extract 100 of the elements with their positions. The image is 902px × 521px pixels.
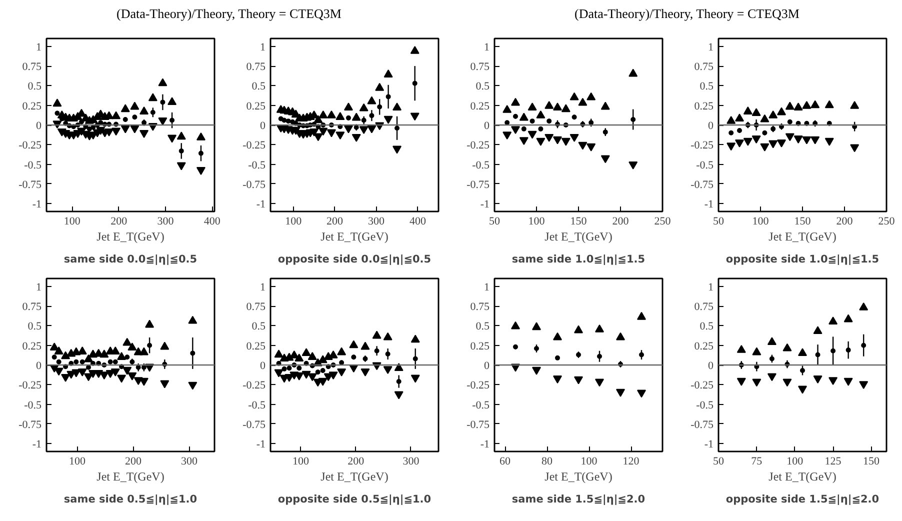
y-tick-label: 0.25 [246,100,266,112]
text: same side 1.5≦|η|≦2.0 [512,494,646,506]
y-tick-label: 0 [708,360,714,372]
text: opposite side 1.5≦|η|≦2.0 [726,494,880,506]
y-tick-label: 0 [260,360,266,372]
x-tick-label: 75 [751,456,763,468]
y-tick-label: 1 [260,41,266,54]
y-tick-label: -0.5 [248,159,266,172]
y-tick-label: -0.75 [242,178,266,191]
x-tick-label: 250 [878,216,896,228]
x-tick-label: 100 [752,216,770,228]
y-tick-label: 0.75 [470,301,490,314]
x-tick-label: 200 [125,456,142,468]
point [553,376,562,384]
x-tick-label: 300 [368,216,386,228]
y-tick-label: 1 [708,281,714,294]
x-tick-label: 80 [542,456,553,468]
y-tick-label: -0.75 [690,418,714,431]
point [859,381,868,389]
y-tick-label: -1 [704,438,714,451]
y-tick-label: 0.75 [246,61,266,74]
y-tick-label: -0.5 [24,159,42,172]
x-axis-title: Jet E_T(GeV) [544,470,612,484]
text: same side 0.0≦|η|≦0.5 [64,254,198,266]
x-tick-label: 250 [654,216,672,228]
x-tick-label: 200 [326,216,344,228]
y-tick-label: -0.25 [18,140,42,152]
point [752,378,762,387]
y-tick-label: -0.25 [242,140,266,152]
x-tick-label: 300 [157,216,174,228]
y-tick-label: 0.75 [470,61,490,74]
y-tick-label: 1 [36,281,42,294]
y-tick-label: 0 [260,120,266,132]
x-axis-title: Jet E_T(GeV) [96,230,164,244]
y-tick-label: 0.75 [22,301,42,314]
x-tick-label: 200 [348,456,365,468]
y-tick-label: -0.5 [24,399,42,412]
x-tick-label: 300 [402,456,420,468]
point [844,314,853,322]
y-tick-label: -0.25 [466,380,490,392]
point [798,386,807,394]
y-tick-label: 0.5 [28,320,42,333]
y-tick-label: -0.75 [18,178,42,191]
point [736,378,746,386]
y-tick-label: 0.5 [476,320,490,333]
y-tick-label: -1 [32,198,42,211]
x-tick-label: 60 [500,456,511,468]
point [637,390,646,398]
text: opposite side 0.5≦|η|≦1.0 [278,494,432,506]
x-axis-title: Jet E_T(GeV) [544,230,612,244]
point [574,376,583,384]
y-tick-label: 0 [484,120,490,132]
x-axis-title: Jet E_T(GeV) [768,470,836,484]
point [813,326,822,334]
point [736,344,746,353]
y-tick-label: -1 [32,438,42,451]
x-tick-label: 100 [285,216,302,228]
x-tick-label: 50 [713,456,724,468]
y-tick-label: 0.5 [252,320,266,333]
y-tick-label: -0.5 [472,399,490,412]
y-tick-label: -0.5 [472,159,490,172]
x-tick-label: 120 [622,456,640,468]
x-tick-label: 200 [612,216,630,228]
text: same side 0.5≦|η|≦1.0 [64,494,198,506]
x-tick-label: 400 [204,216,221,228]
chart-title: (Data-Theory)/Theory, Theory = CTEQ3M [574,5,800,23]
y-tick-label: 0.75 [246,301,266,314]
y-tick-label: -0.5 [696,399,714,412]
point [844,378,853,386]
point [616,332,625,340]
x-tick-label: 100 [292,456,310,468]
y-tick-label: -0.75 [242,418,266,431]
y-tick-label: -0.75 [690,178,714,191]
x-tick-label: 125 [824,456,842,468]
y-tick-label: 1 [484,41,490,54]
y-tick-label: -1 [704,198,714,211]
y-tick-label: 1 [708,41,714,54]
x-tick-label: 100 [786,456,804,468]
x-tick-label: 150 [570,216,588,228]
y-tick-label: -0.25 [690,380,714,392]
x-tick-label: 150 [862,456,880,468]
x-tick-label: 100 [64,216,81,228]
point [767,373,776,382]
point [511,321,520,330]
x-tick-label: 100 [580,456,598,468]
y-tick-label: 0 [484,360,490,372]
y-tick-label: -1 [480,438,490,451]
y-tick-label: 0.75 [22,61,42,74]
y-tick-label: 0.25 [470,340,490,352]
y-tick-label: 0.25 [246,340,266,352]
y-tick-label: -0.5 [696,159,714,172]
text: opposite side 0.0≦|η|≦0.5 [278,254,432,266]
x-axis-title: Jet E_T(GeV) [320,470,388,484]
y-tick-label: -0.75 [18,418,42,431]
y-tick-label: 0.25 [694,100,714,112]
point [532,366,541,375]
point [532,322,541,330]
y-tick-label: -0.75 [466,178,490,191]
y-tick-label: -0.25 [242,380,266,392]
text: opposite side 1.0≦|η|≦1.5 [726,254,880,266]
